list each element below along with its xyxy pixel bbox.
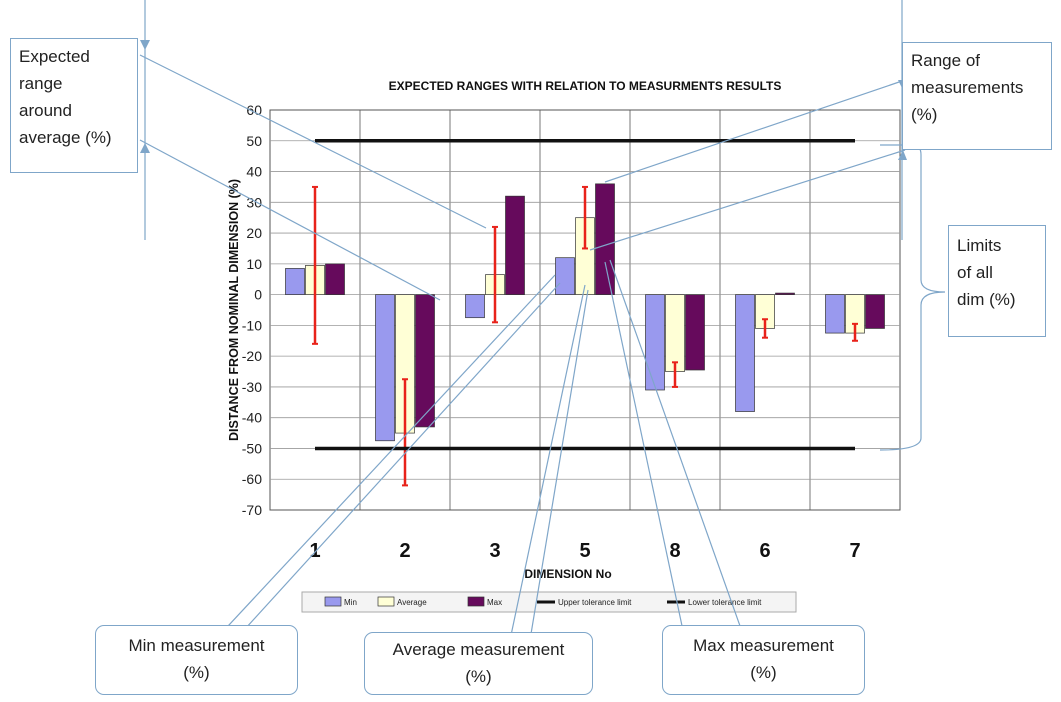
connector-line: [609, 259, 746, 641]
range-of-measurements-callout: Range of measurements (%): [902, 42, 1052, 150]
callout-line: Limits: [957, 236, 1002, 255]
connector-line: [604, 261, 686, 641]
callout-line: Max measurement: [693, 636, 834, 655]
legend-swatch: [324, 596, 342, 607]
connector-line: [139, 139, 441, 301]
connector-line: [214, 274, 556, 641]
bar: [375, 294, 395, 442]
callout-line: Range of: [911, 51, 980, 70]
connector-line: [139, 54, 487, 229]
callout-line: (%): [750, 663, 777, 682]
callout-line: dim (%): [957, 290, 1016, 309]
connector-line: [234, 282, 561, 641]
callout-line: (%): [183, 663, 210, 682]
legend: Min Average Max Upper tolerance limit Lower …: [301, 591, 797, 613]
y-tick-label: -10: [242, 317, 262, 333]
expected-range-callout: Expected range around average (%): [10, 38, 138, 173]
arrow-head: [140, 143, 150, 153]
min-measurement-callout: Min measurement (%): [95, 625, 298, 695]
legend-swatch: [377, 596, 395, 607]
legend-swatch: [467, 596, 485, 607]
arrow-head: [140, 40, 150, 50]
callout-line: Expected: [19, 47, 90, 66]
callout-line: of all: [957, 263, 993, 282]
x-tick-label: 8: [669, 540, 680, 562]
x-axis-label: DIMENSION No: [524, 567, 611, 581]
bar: [325, 263, 345, 295]
connector-line: [529, 289, 589, 641]
callout-line: measurements: [911, 78, 1024, 97]
arrow-head: [898, 150, 907, 160]
callout-line: (%): [911, 105, 938, 124]
callout-line: around: [19, 101, 72, 120]
range-layer: [312, 185, 858, 487]
bar: [865, 294, 885, 329]
callout-line: average (%): [19, 128, 112, 147]
y-tick-label: 20: [246, 225, 262, 241]
y-axis-label: DISTANCE FROM NOMINAL DIMENSION (%): [227, 179, 241, 441]
y-tick-label: -30: [242, 379, 262, 395]
average-measurement-callout: Average measurement (%): [364, 632, 593, 695]
y-tick-label: 10: [246, 256, 262, 272]
callout-line: range: [19, 74, 63, 93]
y-tick-label: -70: [242, 502, 262, 518]
limits-callout: Limits of all dim (%): [948, 225, 1046, 337]
bar: [735, 294, 755, 412]
bar: [555, 257, 575, 295]
x-tick-label: 3: [489, 540, 500, 562]
callout-line: (%): [465, 667, 492, 686]
x-tick-label: 2: [399, 540, 410, 562]
connector-line: [509, 284, 586, 641]
x-tick-labels: 1 2 3 5 8 6 7: [309, 540, 860, 562]
max-measurement-callout: Max measurement (%): [662, 625, 865, 695]
connector-line: [589, 149, 906, 251]
callout-line: Average measurement: [392, 640, 565, 659]
reference-lines: [315, 139, 855, 451]
chart-title: EXPECTED RANGES WITH RELATION TO MEASURM…: [389, 79, 782, 93]
legend-label: Max: [487, 598, 502, 607]
y-tick-label: 30: [246, 194, 262, 210]
bar: [665, 294, 685, 372]
bar: [505, 195, 525, 295]
callout-connectors: [139, 0, 946, 641]
bar-layer: [285, 183, 885, 442]
bar: [415, 294, 435, 428]
bar: [825, 294, 845, 334]
y-tick-label: 50: [246, 133, 262, 149]
bar: [465, 294, 485, 319]
connector-line: [604, 79, 906, 183]
y-tick-label: -20: [242, 348, 262, 364]
x-tick-label: 7: [849, 540, 860, 562]
y-tick-label: -60: [242, 471, 262, 487]
legend-label: Min: [344, 598, 357, 607]
bar: [285, 268, 305, 295]
y-tick-label: -40: [242, 410, 262, 426]
callout-line: Min measurement: [128, 636, 265, 655]
x-tick-label: 6: [759, 540, 770, 562]
legend-label: Lower tolerance limit: [688, 598, 762, 607]
y-tick-label: 40: [246, 164, 262, 180]
x-tick-label: 5: [579, 540, 590, 562]
bar: [775, 292, 795, 295]
bar: [595, 183, 615, 295]
y-tick-label: 0: [254, 287, 262, 303]
legend-label: Upper tolerance limit: [558, 598, 632, 607]
bar: [645, 294, 665, 391]
x-tick-label: 1: [309, 540, 320, 562]
y-tick-label: -50: [242, 440, 262, 456]
bar: [685, 294, 705, 371]
legend-label: Average: [397, 598, 427, 607]
legend-items: Min Average Max Upper tolerance limit Lower …: [324, 596, 762, 607]
